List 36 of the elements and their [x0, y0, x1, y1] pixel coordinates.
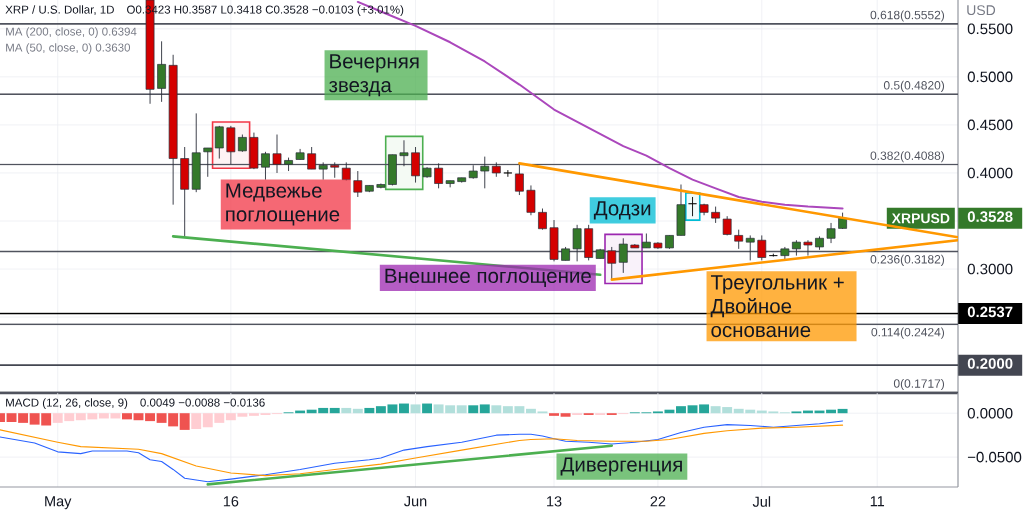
band-label: Додзи	[593, 201, 651, 220]
ref-line-label: 0.114(0.2424)	[871, 327, 945, 339]
chart-title: MACD (12, 26, close, 9)	[6, 398, 128, 409]
y-tick-label: 0.2000	[967, 358, 1013, 369]
series-label: Треугольник + Двойное основание	[710, 275, 844, 338]
x-tick-label: 16	[223, 496, 239, 507]
legend-label: XRPUSD	[891, 213, 950, 224]
x-tick-label: 13	[547, 496, 562, 507]
chart-subtitle: 0.0049 −0.0088 −0.0136	[140, 398, 265, 407]
ref-line-label: 0.382(0.4088)	[870, 151, 945, 163]
x-tick-label: Jun	[404, 496, 427, 507]
y-tick-label: 0.0000	[967, 407, 1013, 419]
y-tick-label: 0.3000	[967, 263, 1013, 275]
band-label: Медвежье поглощение	[226, 183, 340, 226]
ref-line-label: 0.236(0.3182)	[870, 254, 945, 266]
y-tick-label: 0.4000	[967, 167, 1013, 179]
annotation: MA (50, close, 0) 0.3630	[6, 43, 131, 54]
y-tick-label: 0.4500	[967, 119, 1013, 131]
x-tick-label: 22	[650, 496, 666, 507]
x-tick-label: 11	[870, 496, 885, 507]
y-tick-label: −0.0500	[967, 451, 1022, 463]
x-tick-label: Jul	[752, 496, 771, 507]
series-label: Дивергенция	[560, 457, 682, 476]
chart-title: XRP / U.S. Dollar, 1D	[5, 5, 114, 15]
y-axis-title: USD	[967, 5, 996, 16]
ref-line-label: 0.618(0.5552)	[870, 10, 945, 22]
y-tick-label: 0.2537	[967, 306, 1013, 318]
y-tick-label: 0.5000	[967, 71, 1013, 83]
ref-line-label: 0(0.1717)	[893, 378, 945, 391]
y-tick-label: 0.3528	[967, 211, 1013, 222]
y-tick-label: 0.5500	[967, 23, 1013, 35]
annotation: MA (200, close, 0) 0.6394	[6, 27, 137, 38]
ref-line-label: 0.5(0.4820)	[883, 80, 945, 92]
band-label: Внешнее поглощение	[385, 268, 591, 287]
x-tick-label: May	[45, 496, 72, 510]
band-label: Вечерняя звезда	[329, 54, 419, 97]
